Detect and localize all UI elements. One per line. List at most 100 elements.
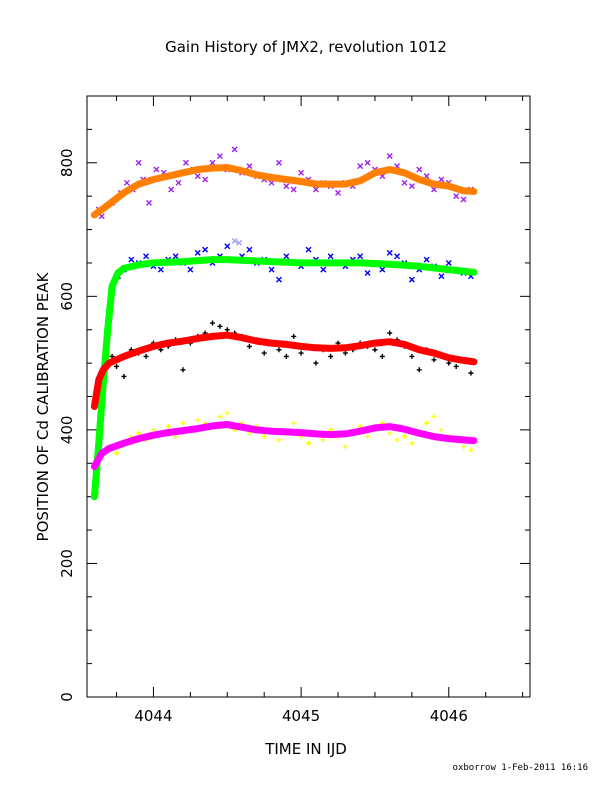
data-point <box>165 424 171 430</box>
data-point <box>246 163 253 170</box>
data-point <box>438 176 445 183</box>
data-point <box>180 420 186 426</box>
data-point <box>291 420 297 426</box>
data-point <box>394 253 401 260</box>
data-marks <box>90 146 478 501</box>
data-point <box>298 350 304 356</box>
data-point <box>236 239 243 246</box>
data-point <box>394 437 400 443</box>
data-point <box>306 440 311 446</box>
data-point <box>268 266 275 273</box>
data-point <box>416 367 422 373</box>
data-point <box>210 320 216 326</box>
data-point <box>379 353 385 359</box>
data-point <box>157 266 164 273</box>
fitted-curve <box>90 256 478 501</box>
fitted-curve <box>90 421 478 471</box>
data-point <box>261 350 267 356</box>
data-point <box>313 360 319 366</box>
data-point <box>379 266 386 273</box>
data-point <box>172 253 179 260</box>
point-series <box>231 237 243 246</box>
data-point <box>438 427 444 433</box>
data-point <box>275 276 282 283</box>
data-point <box>114 363 120 369</box>
curve-line <box>90 164 478 219</box>
data-point <box>150 427 156 433</box>
data-point <box>320 266 327 273</box>
data-point <box>202 176 209 183</box>
data-point <box>401 434 407 440</box>
data-point <box>209 159 216 166</box>
data-point <box>275 159 282 166</box>
data-point <box>128 256 135 263</box>
data-point <box>224 327 230 333</box>
data-point <box>276 437 282 443</box>
data-point <box>246 343 252 349</box>
data-point <box>123 179 130 186</box>
data-point <box>453 363 459 369</box>
data-point <box>401 179 408 186</box>
data-point <box>468 370 474 376</box>
data-point <box>387 330 393 336</box>
data-point <box>143 353 149 359</box>
data-point <box>202 246 209 253</box>
fitted-curve <box>90 331 478 410</box>
data-point <box>431 414 437 420</box>
y-tick-label: 200 <box>58 549 76 578</box>
data-point <box>283 183 290 190</box>
data-point <box>387 430 393 436</box>
data-point <box>146 199 153 206</box>
chart-title: Gain History of JMX2, revolution 1012 <box>165 38 447 56</box>
data-point <box>312 186 319 193</box>
data-point <box>283 253 290 260</box>
data-point <box>386 249 393 256</box>
data-point <box>291 333 297 339</box>
x-tick-label: 4046 <box>430 707 468 725</box>
data-point <box>453 193 460 200</box>
data-point <box>283 353 289 359</box>
y-axis-label: POSITION OF Cd CALIBRATION PEAK <box>34 271 52 541</box>
data-point <box>231 146 238 153</box>
data-point <box>461 444 467 450</box>
data-point <box>328 353 334 359</box>
data-point <box>290 186 297 193</box>
data-point <box>135 159 142 166</box>
fitted-curve <box>90 164 478 219</box>
footer-timestamp: oxborrow 1-Feb-2011 16:16 <box>453 763 588 773</box>
data-point <box>217 414 223 420</box>
data-point <box>121 373 127 379</box>
curve-line <box>90 421 478 471</box>
data-point <box>386 153 393 160</box>
data-point <box>327 253 334 260</box>
data-point <box>408 276 415 283</box>
data-point <box>182 159 189 166</box>
data-point <box>168 186 175 193</box>
data-point <box>409 440 415 446</box>
curve-line <box>90 256 478 501</box>
data-point <box>424 420 430 426</box>
data-point <box>342 350 348 356</box>
data-point <box>180 367 186 373</box>
data-point <box>423 256 430 263</box>
curve-line <box>90 331 478 410</box>
data-point <box>446 360 452 366</box>
data-point <box>216 153 223 160</box>
data-point <box>372 347 378 353</box>
data-point <box>224 243 231 250</box>
data-point <box>136 430 142 436</box>
data-point <box>143 253 150 260</box>
data-point <box>298 169 305 176</box>
data-point <box>153 166 160 173</box>
data-point <box>342 444 348 450</box>
data-point <box>175 179 182 186</box>
y-tick-label: 0 <box>58 692 76 702</box>
data-point <box>187 266 194 273</box>
x-tick-label: 4044 <box>134 707 172 725</box>
x-axis-label: TIME IN IJD <box>264 740 347 758</box>
data-point <box>431 357 437 363</box>
data-point <box>194 173 201 180</box>
data-point <box>224 410 230 416</box>
point-series <box>97 320 474 393</box>
data-point <box>416 166 423 173</box>
